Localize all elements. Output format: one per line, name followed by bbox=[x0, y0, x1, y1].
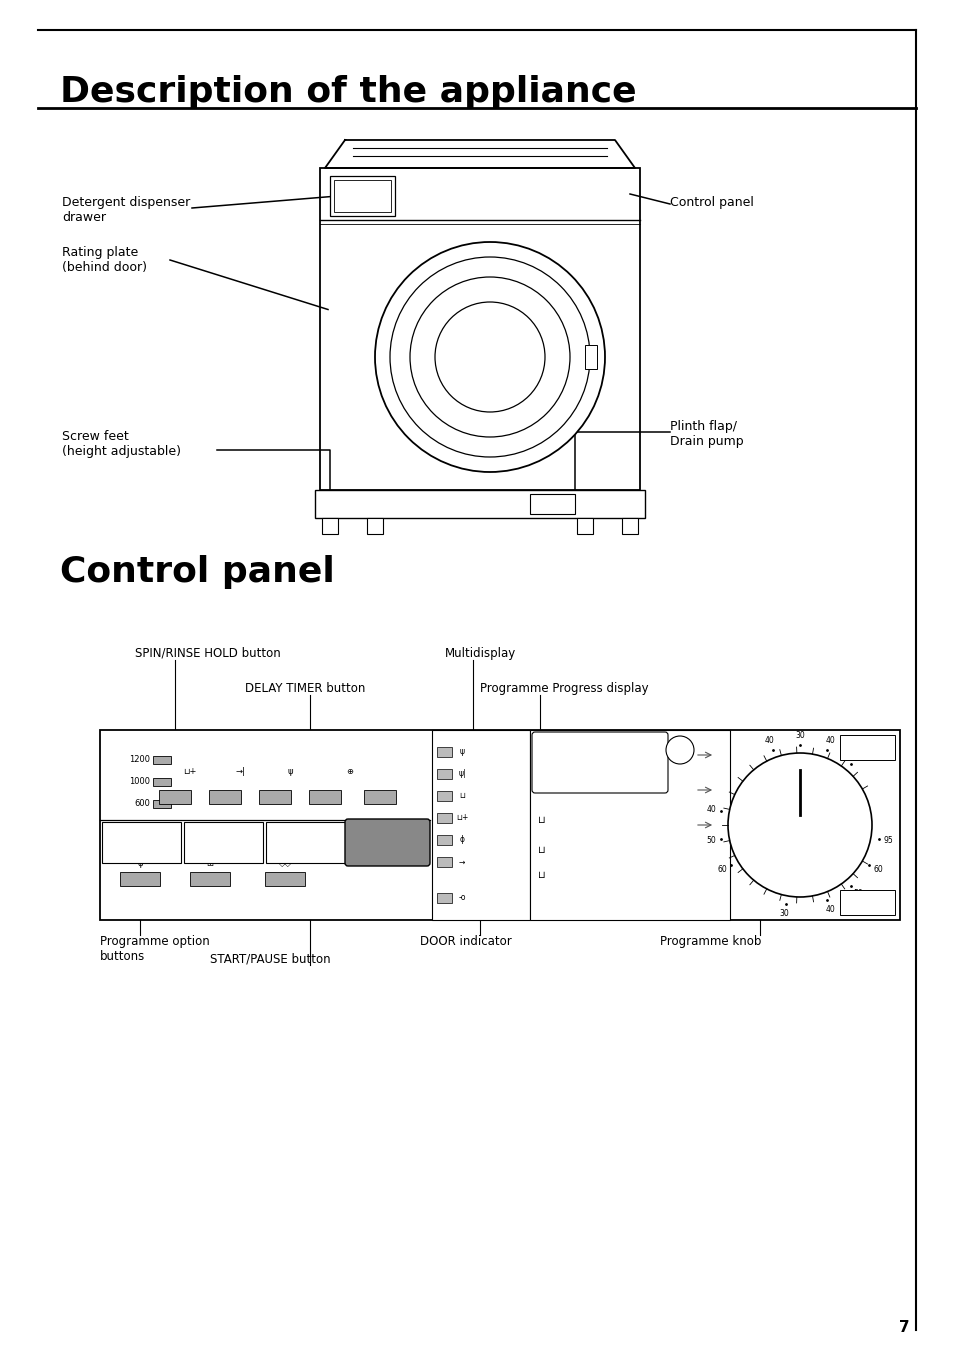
Text: Control panel: Control panel bbox=[60, 556, 335, 589]
Text: ⊔: ⊔ bbox=[537, 845, 545, 854]
Circle shape bbox=[435, 301, 544, 412]
Bar bbox=[367, 518, 382, 534]
Text: →: → bbox=[458, 857, 465, 867]
Bar bbox=[334, 180, 391, 212]
Bar bbox=[314, 489, 644, 518]
Text: ψ: ψ bbox=[137, 860, 143, 868]
Text: Rating plate
(behind door): Rating plate (behind door) bbox=[62, 246, 147, 274]
Text: 40: 40 bbox=[825, 904, 835, 914]
Bar bbox=[120, 872, 160, 886]
Text: Screw feet
(height adjustable): Screw feet (height adjustable) bbox=[62, 430, 181, 458]
Text: -o: -o bbox=[457, 894, 465, 903]
Text: 40: 40 bbox=[706, 804, 716, 814]
Circle shape bbox=[390, 257, 589, 457]
Bar bbox=[265, 872, 305, 886]
Text: Description of the appliance: Description of the appliance bbox=[60, 74, 636, 110]
Text: →|: →| bbox=[234, 768, 245, 776]
Bar bbox=[577, 518, 593, 534]
Text: Programme knob: Programme knob bbox=[659, 936, 760, 948]
Text: ψ: ψ bbox=[459, 748, 464, 757]
Bar bbox=[436, 748, 452, 757]
Polygon shape bbox=[325, 141, 635, 168]
Bar bbox=[330, 176, 395, 216]
Text: Multidisplay: Multidisplay bbox=[444, 648, 516, 660]
Text: ⊔: ⊔ bbox=[458, 791, 464, 800]
Text: 40: 40 bbox=[825, 735, 835, 745]
Text: ECO: ECO bbox=[541, 744, 562, 753]
Text: Detergent dispenser
drawer: Detergent dispenser drawer bbox=[62, 196, 190, 224]
Bar bbox=[436, 813, 452, 823]
Bar bbox=[184, 822, 263, 863]
Bar bbox=[152, 800, 171, 808]
Circle shape bbox=[375, 242, 604, 472]
Bar bbox=[436, 894, 452, 903]
Bar bbox=[152, 756, 171, 764]
Text: ψ: ψ bbox=[287, 768, 293, 776]
Bar bbox=[436, 769, 452, 779]
Bar bbox=[436, 857, 452, 867]
Text: ◇◇: ◇◇ bbox=[278, 860, 292, 868]
Text: 50: 50 bbox=[706, 836, 716, 845]
Text: 30: 30 bbox=[779, 909, 788, 918]
Text: 50: 50 bbox=[852, 890, 862, 899]
Bar bbox=[102, 822, 181, 863]
Bar bbox=[190, 872, 230, 886]
Text: ⊔+: ⊔+ bbox=[456, 814, 468, 822]
Text: DELAY TIMER button: DELAY TIMER button bbox=[245, 681, 365, 695]
Text: ⊔: ⊔ bbox=[537, 745, 545, 754]
Text: 60: 60 bbox=[872, 865, 882, 875]
Text: 60: 60 bbox=[717, 865, 726, 875]
Bar bbox=[100, 730, 899, 919]
Text: 30: 30 bbox=[852, 752, 862, 761]
Bar bbox=[319, 168, 639, 489]
Bar bbox=[436, 836, 452, 845]
Bar bbox=[530, 730, 729, 919]
Bar bbox=[840, 890, 894, 915]
FancyBboxPatch shape bbox=[345, 819, 430, 867]
Text: Programme Progress display: Programme Progress display bbox=[479, 681, 648, 695]
Text: ⊕: ⊕ bbox=[346, 768, 354, 776]
Text: ⊔: ⊔ bbox=[860, 898, 868, 909]
Text: 1000: 1000 bbox=[129, 777, 150, 787]
Text: ⊔: ⊔ bbox=[537, 869, 545, 880]
Bar bbox=[840, 735, 894, 760]
Text: 95: 95 bbox=[882, 836, 893, 845]
Bar bbox=[209, 790, 241, 804]
Text: Plinth flap/
Drain pump: Plinth flap/ Drain pump bbox=[669, 420, 742, 448]
Circle shape bbox=[665, 735, 693, 764]
Text: Control panel: Control panel bbox=[669, 196, 753, 210]
Text: ψ|: ψ| bbox=[457, 769, 465, 779]
Text: SPIN/RINSE HOLD button: SPIN/RINSE HOLD button bbox=[135, 648, 280, 660]
Text: START/PAUSE button: START/PAUSE button bbox=[210, 953, 331, 965]
Bar bbox=[159, 790, 191, 804]
Text: 600: 600 bbox=[134, 799, 150, 808]
Bar bbox=[309, 790, 340, 804]
Bar bbox=[152, 777, 171, 786]
Text: 30: 30 bbox=[794, 730, 804, 740]
Bar bbox=[584, 345, 597, 369]
Bar bbox=[530, 493, 575, 514]
Bar bbox=[322, 518, 337, 534]
Text: ⊔: ⊔ bbox=[537, 780, 545, 790]
Text: DOOR indicator: DOOR indicator bbox=[419, 936, 511, 948]
Bar bbox=[364, 790, 395, 804]
Circle shape bbox=[410, 277, 569, 437]
Text: 7: 7 bbox=[899, 1320, 909, 1334]
FancyBboxPatch shape bbox=[532, 731, 667, 794]
Text: ϕ: ϕ bbox=[459, 836, 464, 845]
Text: ⊔: ⊔ bbox=[860, 742, 868, 752]
Text: ⊔+: ⊔+ bbox=[183, 768, 196, 776]
Text: Programme option
buttons: Programme option buttons bbox=[100, 936, 210, 963]
Text: 40: 40 bbox=[763, 735, 773, 745]
Bar bbox=[432, 730, 530, 919]
Bar bbox=[266, 822, 345, 863]
Bar bbox=[258, 790, 291, 804]
Text: ⊞: ⊞ bbox=[206, 860, 213, 868]
Circle shape bbox=[727, 753, 871, 896]
Bar bbox=[436, 791, 452, 800]
Text: 1200: 1200 bbox=[129, 756, 150, 764]
Text: ⊔: ⊔ bbox=[537, 815, 545, 825]
Bar bbox=[621, 518, 638, 534]
